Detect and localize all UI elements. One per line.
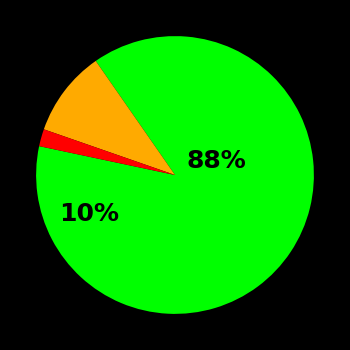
Wedge shape bbox=[44, 61, 175, 175]
Wedge shape bbox=[36, 36, 314, 314]
Wedge shape bbox=[39, 129, 175, 175]
Text: 88%: 88% bbox=[187, 149, 246, 173]
Text: 10%: 10% bbox=[59, 202, 119, 226]
